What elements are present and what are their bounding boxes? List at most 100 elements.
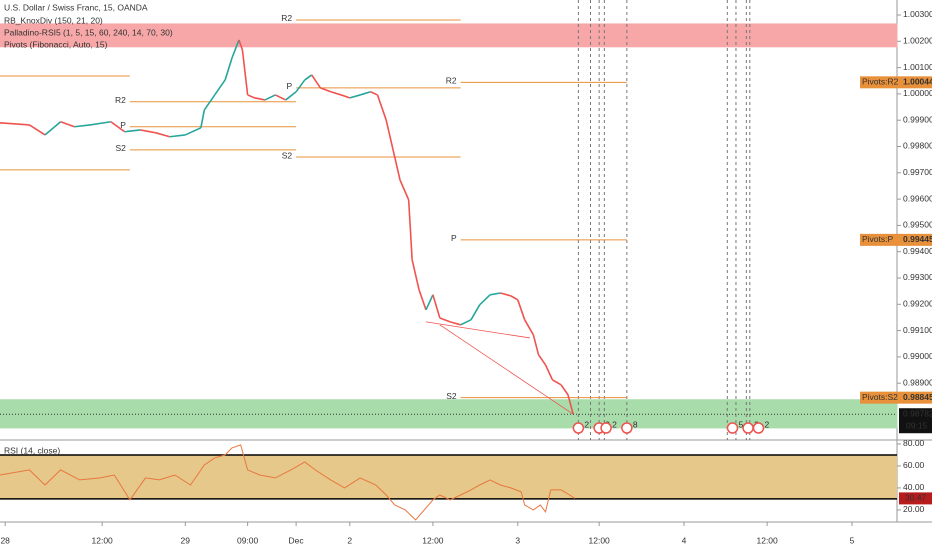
last-price-tag: [899, 408, 932, 434]
price-segment: [489, 292, 501, 296]
event-badge-label: 2: [612, 419, 617, 429]
pivot-tag: [860, 233, 932, 246]
price-segment: [439, 317, 451, 323]
price-segment: [532, 334, 540, 355]
price-segment: [479, 294, 491, 306]
y-tick-label: 0.99500: [903, 220, 932, 230]
price-segment: [0, 122, 30, 126]
pivot-tag-name: Pivots:S2: [862, 392, 898, 402]
price-segment: [155, 132, 170, 138]
price-segment: [407, 199, 413, 260]
x-tick-label: 3: [515, 535, 520, 545]
y-tick-label: 0.98900: [903, 377, 932, 387]
price-segment: [517, 299, 526, 321]
event-badge: [572, 422, 585, 434]
x-tick-label: 12:00: [92, 535, 114, 545]
x-tick-label: 5: [850, 535, 855, 545]
price-segment: [470, 304, 481, 321]
price-segment: [89, 120, 111, 126]
indicator-label: RB_KnoxDiv (150, 21, 20): [4, 15, 103, 25]
y-tick-label: 1.00300: [903, 9, 932, 19]
x-tick-label: 12:00: [589, 535, 611, 545]
price-segment: [411, 259, 420, 291]
price-segment: [29, 124, 46, 136]
y-tick-label: 0.99800: [903, 141, 932, 151]
event-badge-label: 2: [764, 419, 769, 429]
indicator-label: Palladino-RSI5 (1, 5, 15, 60, 240, 14, 7…: [4, 27, 173, 37]
price-segment: [74, 124, 91, 128]
rsi-y-tick-label: 60.00: [903, 460, 925, 470]
event-badge: [742, 422, 754, 434]
event-badge: [752, 422, 765, 434]
y-tick-label: 0.99200: [903, 299, 932, 309]
pivot-tag-value: 0.98845: [903, 392, 932, 402]
rsi-line: [0, 444, 576, 521]
x-tick-label: 29: [181, 535, 191, 545]
y-tick-label: 0.99300: [903, 272, 932, 282]
event-badge: [726, 422, 739, 434]
event-badge-label: 5: [738, 419, 743, 429]
pivot-label: S2: [446, 391, 457, 401]
price-segment: [567, 394, 574, 415]
price-segment: [203, 94, 216, 111]
x-tick-label: 12:00: [756, 535, 778, 545]
zone: [0, 23, 898, 48]
pivot-label: R2: [281, 13, 292, 23]
divergence-line: [439, 324, 574, 415]
last-price-label: 0.98782: [903, 408, 932, 418]
price-segment: [214, 79, 226, 96]
price-segment: [200, 109, 206, 128]
price-segment: [184, 127, 202, 136]
price-segment: [551, 379, 562, 386]
price-segment: [340, 94, 351, 99]
price-segment: [304, 74, 313, 81]
price-segment: [385, 119, 394, 151]
price-segment: [524, 319, 535, 336]
price-segment: [124, 129, 141, 133]
y-tick-label: 1.00200: [903, 36, 932, 46]
price-segment: [500, 292, 512, 297]
price-segment: [238, 39, 244, 51]
rsi-y-tick-label: 20.00: [903, 504, 925, 514]
price-segment: [370, 91, 378, 96]
price-segment: [544, 364, 554, 381]
price-segment: [510, 295, 519, 301]
rsi-title: RSI (14, close): [4, 445, 60, 455]
countdown: 09:15: [906, 420, 928, 430]
event-badge-label: 2: [584, 419, 589, 429]
price-segment: [330, 91, 342, 96]
pivot-label: P: [120, 120, 126, 130]
y-tick-label: 1.00100: [903, 62, 932, 72]
pivot-label: R2: [115, 95, 126, 105]
price-segment: [285, 91, 297, 101]
price-segment: [241, 49, 249, 96]
y-tick-label: 0.99900: [903, 114, 932, 124]
pivot-tag-value: 1.00044: [903, 77, 932, 87]
pivot-tag: [860, 76, 932, 89]
price-segment: [537, 354, 547, 366]
price-segment: [140, 129, 156, 134]
pivot-label: S2: [282, 150, 293, 160]
x-tick-label: 12:00: [422, 535, 444, 545]
price-segment: [349, 94, 361, 99]
event-badge-label: 8: [633, 419, 638, 429]
price-segment: [460, 319, 472, 326]
price-segment: [60, 121, 75, 128]
indicator-label: Pivots (Fibonacci, Auto, 15): [4, 39, 108, 49]
pivot-label: P: [286, 81, 292, 91]
y-tick-label: 0.99600: [903, 193, 932, 203]
rsi-band: [0, 454, 897, 499]
pivot-tag-name: Pivots:P: [862, 234, 894, 244]
price-segment: [231, 39, 240, 59]
pivot-label: R2: [446, 76, 457, 86]
divergence-line: [425, 321, 530, 339]
price-segment: [359, 91, 371, 96]
event-badge: [600, 422, 612, 434]
price-segment: [169, 134, 186, 138]
price-segment: [376, 94, 387, 121]
x-tick-label: 4: [682, 535, 687, 545]
pivot-label: P: [451, 233, 457, 243]
rsi-tag: [899, 492, 932, 505]
price-segment: [247, 94, 255, 99]
